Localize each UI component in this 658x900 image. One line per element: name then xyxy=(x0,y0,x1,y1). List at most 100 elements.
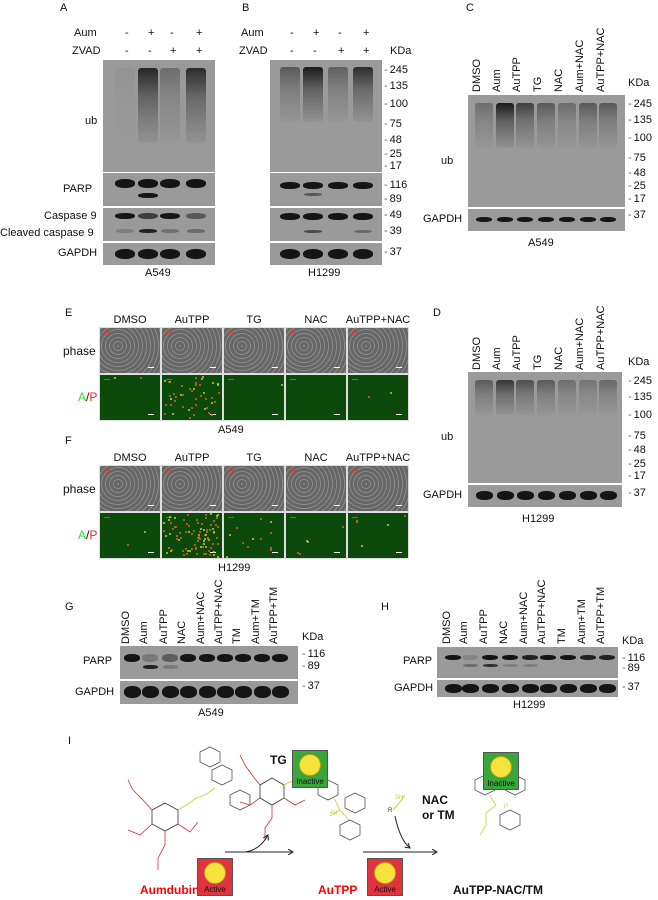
thiol-bond xyxy=(392,794,406,811)
scale-bar xyxy=(148,367,154,368)
band xyxy=(186,213,206,219)
stained-cell xyxy=(208,549,211,552)
stained-cell xyxy=(180,393,183,396)
stained-cell xyxy=(216,515,219,518)
scale-bar xyxy=(352,470,358,471)
band xyxy=(115,213,135,219)
band xyxy=(462,655,478,660)
band xyxy=(462,664,478,667)
scale-bar xyxy=(334,367,340,368)
autpp-structure xyxy=(317,779,366,841)
row-label: PARP xyxy=(63,183,93,195)
cell-line: A549 xyxy=(218,424,244,436)
cell-line: H1299 xyxy=(513,699,546,711)
reagent-line1: NAC xyxy=(422,793,448,807)
band xyxy=(539,684,557,693)
column-label: DMSO xyxy=(113,314,147,326)
lane-label: NAC xyxy=(498,620,510,644)
stained-cell xyxy=(216,542,219,545)
mw-marker: 135 xyxy=(628,392,652,403)
band xyxy=(162,654,178,662)
blot-a-gapdh xyxy=(103,243,215,265)
panel-label-a: A xyxy=(60,2,68,14)
blot-c-gapdh xyxy=(468,209,625,231)
ubiquitin-smear xyxy=(303,67,323,122)
stained-cell xyxy=(139,377,142,380)
band xyxy=(354,230,372,233)
unit-label: KDa xyxy=(628,356,650,368)
stained-cell xyxy=(198,530,201,533)
panel-label-i: I xyxy=(68,735,72,747)
band xyxy=(559,684,577,693)
stained-cell xyxy=(184,531,187,534)
stained-cell xyxy=(210,401,213,404)
mw-marker: 37 xyxy=(628,210,646,221)
cell-line: A549 xyxy=(528,237,554,249)
ap-stain-image xyxy=(161,374,223,421)
band xyxy=(353,249,373,259)
band xyxy=(142,665,158,669)
stained-cell xyxy=(196,536,199,539)
row-label: GAPDH xyxy=(75,686,115,698)
band xyxy=(580,655,596,660)
stained-cell xyxy=(181,549,184,552)
blot-b-parp xyxy=(270,173,382,206)
stained-cell xyxy=(193,387,196,390)
stained-cell xyxy=(202,539,205,542)
scale-bar xyxy=(290,470,296,471)
scale-bar xyxy=(210,367,216,368)
column-label: AuTPP xyxy=(174,314,210,326)
stained-cell xyxy=(247,545,250,548)
stained-cell xyxy=(202,542,205,545)
ap-stain-image xyxy=(161,512,223,559)
band xyxy=(579,684,597,693)
mw-marker: 37 xyxy=(302,681,320,692)
stained-cell xyxy=(163,529,166,532)
lane-label: DMSO xyxy=(120,611,132,644)
band xyxy=(139,229,157,233)
lane-label: TM xyxy=(231,628,243,644)
mw-marker: 17 xyxy=(628,194,646,205)
stained-cell xyxy=(210,396,213,399)
stained-cell xyxy=(168,394,171,397)
blot-c-ub xyxy=(468,95,625,207)
stained-cell xyxy=(169,532,172,535)
mw-marker: 49 xyxy=(384,210,402,221)
stained-cell xyxy=(165,404,168,407)
stained-cell xyxy=(171,549,174,552)
stained-cell xyxy=(212,554,215,556)
ubiquitin-smear xyxy=(353,67,373,122)
band xyxy=(280,182,300,189)
stained-cell xyxy=(207,536,210,539)
stained-cell xyxy=(216,526,219,529)
stained-cell xyxy=(269,521,272,524)
lane-label: Aum xyxy=(138,621,150,644)
stained-cell xyxy=(167,381,170,384)
ubiquitin-smear xyxy=(475,103,493,148)
ap-stain-image xyxy=(99,512,161,559)
mw-marker: 100 xyxy=(628,133,652,144)
phase-image xyxy=(285,327,347,374)
ubiquitin-smear xyxy=(496,103,514,148)
ubiquitin-smear xyxy=(537,380,555,415)
column-label: NAC xyxy=(304,452,328,464)
ubiquitin-smear xyxy=(537,103,555,148)
phase-image xyxy=(285,465,347,512)
scale-bar xyxy=(166,332,172,333)
stained-cell xyxy=(194,398,197,401)
band xyxy=(502,664,518,667)
stained-cell xyxy=(172,527,175,530)
stained-cell xyxy=(389,391,392,394)
stained-cell xyxy=(197,539,200,542)
row-label: ub xyxy=(441,155,454,167)
stained-cell xyxy=(360,544,363,547)
band xyxy=(160,213,180,219)
row-label: phase xyxy=(63,344,96,358)
stained-cell xyxy=(208,554,211,557)
stained-cell xyxy=(212,532,215,535)
ubiquitin-smear xyxy=(579,380,597,415)
ubiquitin-smear xyxy=(599,103,617,148)
stained-cell xyxy=(163,413,166,416)
lane-label: DMSO xyxy=(441,611,453,644)
stained-cell xyxy=(215,517,218,520)
